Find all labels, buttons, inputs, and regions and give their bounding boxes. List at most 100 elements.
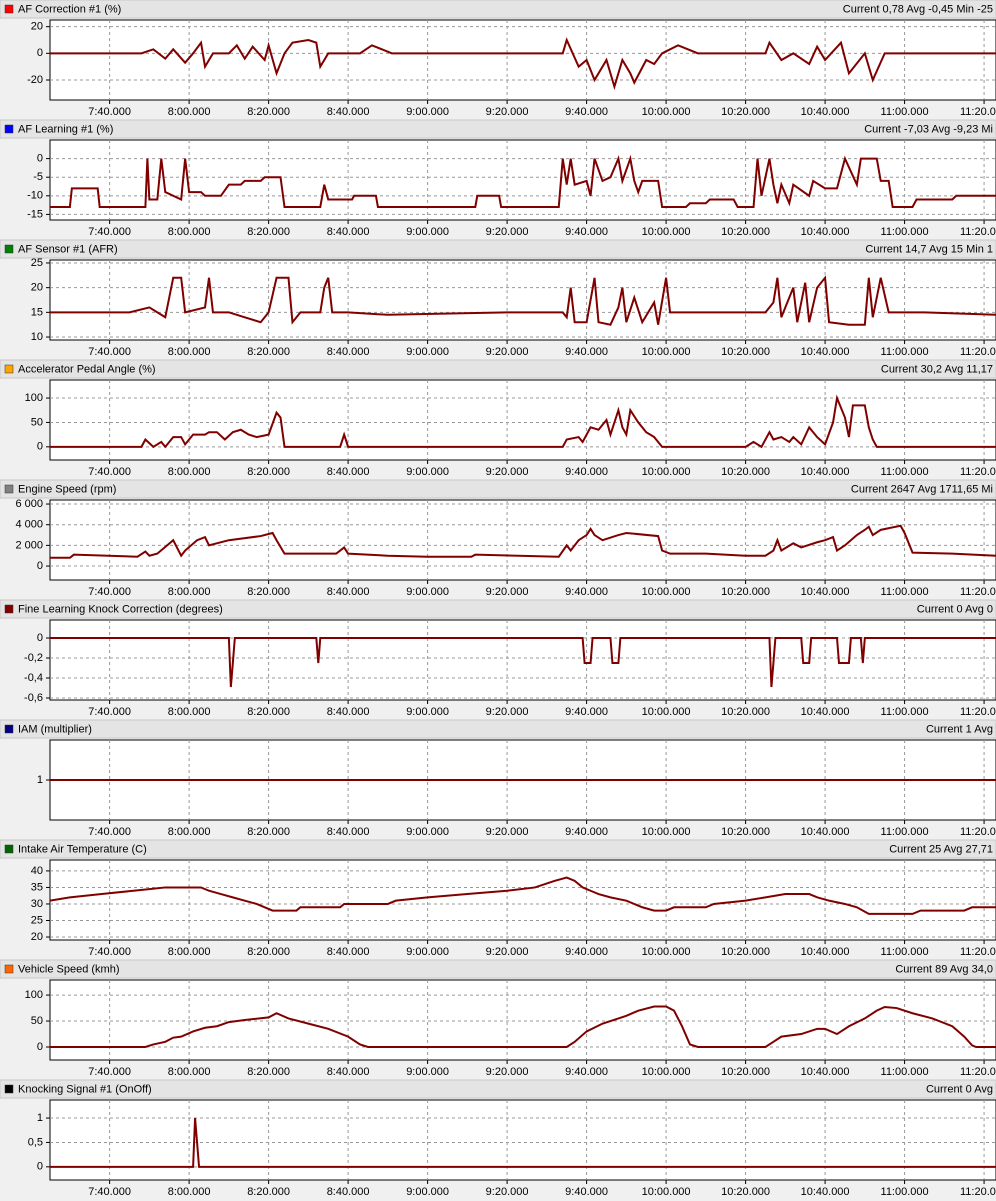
x-tick-label: 11:00.000 [881, 586, 929, 598]
y-tick-label: -0,6 [24, 692, 43, 704]
x-tick-label: 10:20.000 [721, 346, 770, 358]
y-tick-label: 50 [31, 1015, 43, 1027]
y-tick-label: 100 [25, 989, 43, 1001]
x-tick-label: 11:20.000 [960, 706, 996, 718]
panel-summary: Current 0,78 Avg -0,45 Min -25 [843, 3, 993, 15]
panel: Knocking Signal #1 (OnOff) Current 0 Avg 7… [0, 1079, 996, 1198]
x-tick-label: 9:00.000 [406, 226, 449, 238]
plot: 7:40.000 8:00.000 8:20.000 8:40.000 9:00.000… [25, 979, 996, 1078]
x-tick-label: 10:00.000 [642, 346, 691, 358]
y-tick-label: 20 [31, 282, 43, 294]
series [50, 1117, 996, 1168]
x-tick-label: 9:40.000 [565, 826, 608, 838]
y-tick-label: -20 [27, 74, 43, 86]
panel-summary: Current 30,2 Avg 11,17 [881, 363, 993, 375]
x-tick-label: 8:40.000 [327, 586, 370, 598]
x-tick-label: 11:00.000 [881, 706, 929, 718]
data-line [50, 1005, 996, 1049]
x-tick-label: 8:20.000 [247, 1066, 290, 1078]
x-tick-label: 8:20.000 [247, 346, 290, 358]
panel-summary: Current 89 Avg 34,0 [895, 963, 993, 975]
data-line [50, 1117, 996, 1168]
x-tick-label: 10:20.000 [721, 946, 770, 958]
x-tick-label: 11:20.000 [960, 106, 996, 118]
legend-swatch [4, 244, 14, 254]
y-tick-label: 0 [37, 47, 43, 59]
panel-title: Engine Speed (rpm) [18, 483, 116, 495]
x-tick-label: 9:40.000 [565, 946, 608, 958]
panel-summary: Current 0 Avg 0 [917, 603, 993, 615]
y-tick-label: 0 [37, 1041, 43, 1053]
series [50, 1005, 996, 1049]
x-tick-label: 8:00.000 [168, 226, 211, 238]
x-tick-label: 8:00.000 [168, 346, 211, 358]
x-tick-label: 7:40.000 [88, 226, 131, 238]
x-tick-label: 10:00.000 [642, 586, 691, 598]
plot-area [49, 859, 996, 941]
x-tick-label: 11:00.000 [881, 226, 929, 238]
y-tick-label: 0 [37, 153, 43, 165]
x-tick-label: 10:40.000 [801, 466, 850, 478]
y-tick-label: 6 000 [15, 498, 43, 510]
panel: AF Correction #1 (%) Current 0,78 Avg -0,… [0, 0, 996, 118]
x-tick-label: 9:00.000 [406, 106, 449, 118]
x-tick-label: 7:40.000 [88, 466, 131, 478]
x-tick-label: 8:40.000 [327, 706, 370, 718]
x-tick-label: 8:40.000 [327, 346, 370, 358]
x-tick-label: 7:40.000 [88, 1066, 131, 1078]
x-tick-label: 10:40.000 [801, 706, 850, 718]
x-tick-label: 9:00.000 [406, 1066, 449, 1078]
legend-swatch [4, 844, 14, 854]
x-tick-label: 10:40.000 [801, 226, 850, 238]
series [50, 394, 996, 449]
x-tick-label: 9:40.000 [565, 1186, 608, 1198]
x-tick-label: 8:40.000 [327, 226, 370, 238]
plot-area [49, 259, 996, 341]
plot-area [49, 379, 996, 461]
y-tick-label: 20 [31, 931, 43, 943]
y-tick-label: 0 [37, 1161, 43, 1173]
x-tick-label: 8:20.000 [247, 586, 290, 598]
data-line [50, 275, 996, 326]
y-tick-label: 0 [37, 632, 43, 644]
x-tick-label: 8:40.000 [327, 826, 370, 838]
y-tick-label: -0,2 [24, 652, 43, 664]
y-tick-label: 15 [31, 306, 43, 318]
x-tick-label: 8:00.000 [168, 586, 211, 598]
y-tick-label: -0,4 [24, 672, 43, 684]
plot-area [49, 19, 996, 101]
plot: 7:40.000 8:00.000 8:20.000 8:40.000 9:00.000… [25, 379, 996, 478]
x-tick-label: 7:40.000 [88, 826, 131, 838]
panel-title: Vehicle Speed (kmh) [18, 963, 120, 975]
x-tick-label: 8:40.000 [327, 466, 370, 478]
data-line [50, 394, 996, 449]
panel: Vehicle Speed (kmh) Current 89 Avg 34,0 7:… [0, 959, 996, 1078]
x-tick-label: 8:00.000 [168, 946, 211, 958]
plot-area [49, 1099, 996, 1181]
x-tick-label: 11:00.000 [881, 1186, 929, 1198]
x-tick-label: 9:40.000 [565, 346, 608, 358]
legend-swatch [4, 724, 14, 734]
x-tick-label: 7:40.000 [88, 586, 131, 598]
panel: AF Learning #1 (%) Current -7,03 Avg -9,2… [0, 119, 996, 238]
x-tick-label: 10:00.000 [642, 826, 691, 838]
x-tick-label: 10:20.000 [721, 226, 770, 238]
x-tick-label: 7:40.000 [88, 706, 131, 718]
panel-header [0, 599, 996, 619]
y-tick-label: 0,5 [28, 1136, 43, 1148]
x-tick-label: 11:00.000 [881, 826, 929, 838]
x-tick-label: 8:40.000 [327, 106, 370, 118]
x-tick-label: 8:40.000 [327, 1186, 370, 1198]
y-tick-label: 25 [31, 257, 43, 269]
x-tick-label: 11:20.000 [960, 1066, 996, 1078]
x-tick-label: 7:40.000 [88, 106, 131, 118]
x-tick-label: 9:40.000 [565, 226, 608, 238]
panel-title: Knocking Signal #1 (OnOff) [18, 1083, 152, 1095]
panel-header [0, 119, 996, 139]
plot: 7:40.000 8:00.000 8:20.000 8:40.000 9:00.000… [31, 859, 996, 958]
x-tick-label: 7:40.000 [88, 946, 131, 958]
panel-header [0, 839, 996, 859]
panel: AF Sensor #1 (AFR) Current 14,7 Avg 15 Mi… [0, 239, 996, 358]
panel-summary: Current -7,03 Avg -9,23 Mi [864, 123, 993, 135]
